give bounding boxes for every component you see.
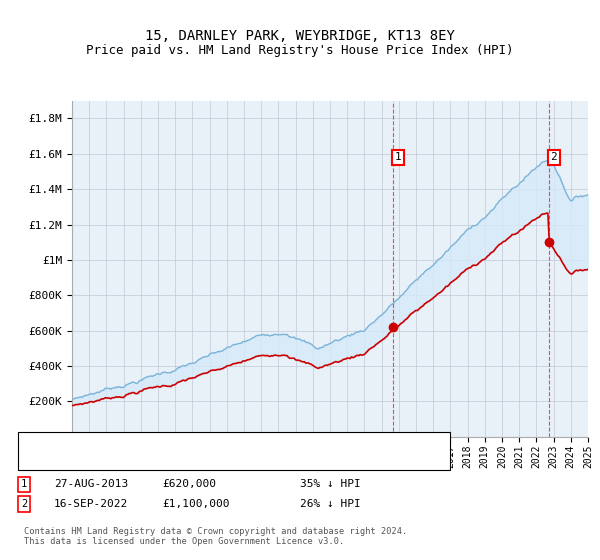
Text: 1: 1 — [21, 479, 27, 489]
Text: ——: —— — [30, 452, 47, 466]
Text: Contains HM Land Registry data © Crown copyright and database right 2024.
This d: Contains HM Land Registry data © Crown c… — [24, 526, 407, 546]
Text: ——: —— — [30, 438, 47, 452]
Text: 2: 2 — [551, 152, 557, 162]
Text: 1: 1 — [395, 152, 401, 162]
Text: 35% ↓ HPI: 35% ↓ HPI — [300, 479, 361, 489]
Text: 26% ↓ HPI: 26% ↓ HPI — [300, 499, 361, 509]
Text: 15, DARNLEY PARK, WEYBRIDGE, KT13 8EY (detached house): 15, DARNLEY PARK, WEYBRIDGE, KT13 8EY (d… — [63, 440, 401, 450]
Text: £620,000: £620,000 — [162, 479, 216, 489]
Text: 16-SEP-2022: 16-SEP-2022 — [54, 499, 128, 509]
Text: 15, DARNLEY PARK, WEYBRIDGE, KT13 8EY: 15, DARNLEY PARK, WEYBRIDGE, KT13 8EY — [145, 29, 455, 44]
Text: 27-AUG-2013: 27-AUG-2013 — [54, 479, 128, 489]
Text: HPI: Average price, detached house, Elmbridge: HPI: Average price, detached house, Elmb… — [63, 454, 344, 464]
Text: £1,100,000: £1,100,000 — [162, 499, 229, 509]
Text: Price paid vs. HM Land Registry's House Price Index (HPI): Price paid vs. HM Land Registry's House … — [86, 44, 514, 57]
Text: 2: 2 — [21, 499, 27, 509]
